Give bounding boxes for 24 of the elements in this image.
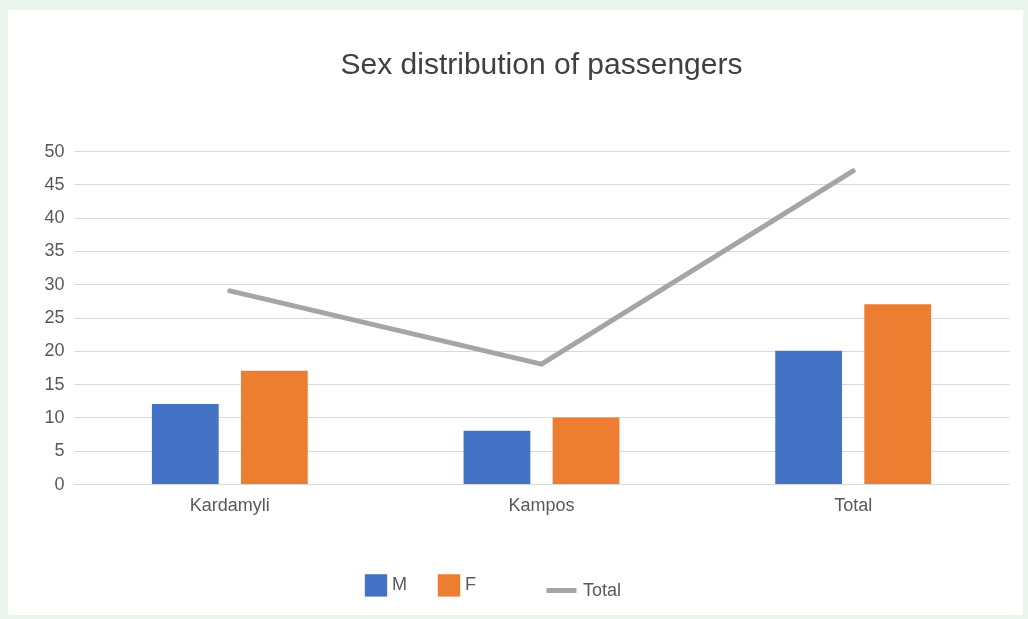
bar: [552, 417, 620, 484]
legend-label: M: [392, 574, 407, 595]
y-tick-label: 35: [44, 240, 65, 261]
y-tick-label: 5: [54, 440, 65, 461]
y-tick-label: 0: [54, 473, 65, 494]
legend-label: F: [465, 574, 476, 595]
bar: [151, 404, 219, 484]
legend-label: Total: [583, 579, 622, 600]
y-tick-label: 30: [44, 273, 65, 294]
y-tick-label: 10: [44, 406, 65, 427]
bar: [864, 304, 932, 484]
x-tick-label: Kardamyli: [189, 494, 270, 515]
x-tick-label: Total: [834, 494, 873, 515]
y-tick-label: 45: [44, 173, 65, 194]
bar: [775, 350, 843, 484]
x-tick-label: Kampos: [508, 494, 575, 515]
bar: [240, 370, 308, 484]
y-tick-label: 25: [44, 307, 65, 327]
y-tick-label: 40: [44, 207, 65, 228]
y-tick-label: 15: [44, 373, 65, 394]
y-tick-label: 50: [44, 140, 65, 161]
bar: [463, 430, 531, 484]
chart-title: Sex distribution of passengers: [340, 47, 743, 80]
y-tick-label: 20: [44, 340, 65, 361]
